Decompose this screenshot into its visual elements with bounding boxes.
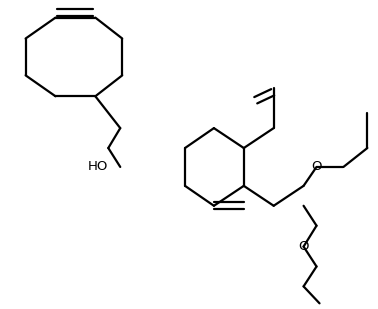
Text: O: O [298, 240, 309, 253]
Text: O: O [311, 160, 322, 173]
Text: HO: HO [88, 160, 108, 173]
